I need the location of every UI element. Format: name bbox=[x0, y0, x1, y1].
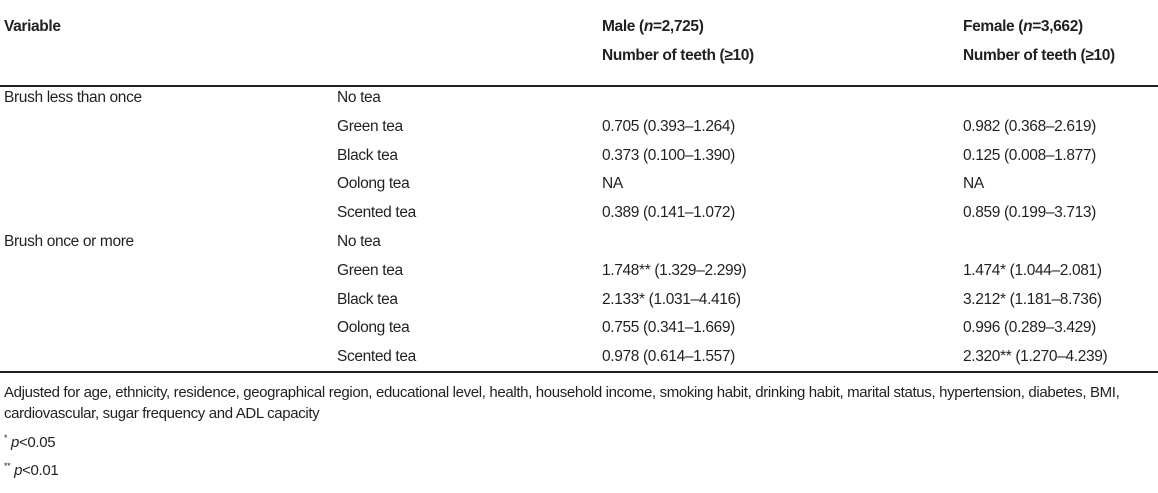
table-row: Oolong tea NA NA bbox=[0, 175, 1158, 204]
table-row: Brush less than once No tea bbox=[0, 89, 1158, 118]
row-tea-type: Oolong tea bbox=[337, 175, 410, 193]
table-row: Brush once or more No tea bbox=[0, 233, 1158, 262]
header-female-measure: Number of teeth (≥10) bbox=[963, 47, 1115, 64]
cell-male: 0.373 (0.100–1.390) bbox=[602, 146, 735, 164]
header-rule bbox=[0, 85, 1158, 87]
cell-male: 0.978 (0.614–1.557) bbox=[602, 348, 735, 366]
footer-rule bbox=[0, 371, 1158, 373]
header-male-measure: Number of teeth (≥10) bbox=[602, 47, 754, 64]
cell-male: 2.133* (1.031–4.416) bbox=[602, 290, 741, 308]
cell-male: NA bbox=[602, 175, 623, 193]
cell-male: 0.755 (0.341–1.669) bbox=[602, 319, 735, 337]
footnote-mark: ** bbox=[4, 461, 11, 471]
cell-male: 0.705 (0.393–1.264) bbox=[602, 117, 735, 135]
p-label: p bbox=[10, 434, 19, 451]
row-tea-type: No tea bbox=[337, 89, 381, 106]
table-row: Green tea 1.748** (1.329–2.299) 1.474* (1.… bbox=[0, 262, 1158, 291]
row-tea-type: Green tea bbox=[337, 117, 403, 135]
male-n-label: n bbox=[643, 18, 653, 35]
male-n-value: =2,725) bbox=[652, 18, 704, 35]
table-row: Scented tea 0.978 (0.614–1.557) 2.320** (1… bbox=[0, 348, 1158, 377]
table-row: Green tea 0.705 (0.393–1.264) 0.982 (0.368… bbox=[0, 118, 1158, 147]
row-tea-type: Green tea bbox=[337, 261, 403, 279]
table-row: Scented tea 0.389 (0.141–1.072) 0.859 (0.1… bbox=[0, 204, 1158, 233]
row-tea-type: Oolong tea bbox=[337, 319, 410, 337]
cell-male: 1.748** (1.329–2.299) bbox=[602, 261, 747, 279]
cell-female: 3.212* (1.181–8.736) bbox=[963, 290, 1102, 308]
cell-female: 2.320** (1.270–4.239) bbox=[963, 348, 1108, 366]
row-tea-type: Scented tea bbox=[337, 204, 416, 222]
p-threshold: <0.05 bbox=[18, 434, 56, 451]
cell-female: 0.125 (0.008–1.877) bbox=[963, 146, 1096, 164]
table-row: Black tea 2.133* (1.031–4.416) 3.212* (1.1… bbox=[0, 291, 1158, 320]
footnote-p005: * p<0.05 bbox=[4, 428, 56, 453]
male-group-label: Male ( bbox=[602, 18, 644, 35]
table-row: Black tea 0.373 (0.100–1.390) 0.125 (0.008… bbox=[0, 147, 1158, 176]
p-label: p bbox=[14, 462, 23, 479]
cell-female: NA bbox=[963, 175, 984, 193]
footnote-p001: ** p<0.01 bbox=[4, 456, 59, 481]
cell-female: 0.859 (0.199–3.713) bbox=[963, 204, 1096, 222]
female-group-label: Female ( bbox=[963, 18, 1024, 35]
table-row: Oolong tea 0.755 (0.341–1.669) 0.996 (0.28… bbox=[0, 319, 1158, 348]
cell-male: 0.389 (0.141–1.072) bbox=[602, 204, 735, 222]
cell-female: 1.474* (1.044–2.081) bbox=[963, 261, 1102, 279]
row-tea-type: No tea bbox=[337, 233, 381, 250]
p-threshold: <0.01 bbox=[22, 462, 59, 479]
female-n-label: n bbox=[1023, 18, 1033, 35]
header-variable: Variable bbox=[4, 18, 61, 35]
row-group: Brush once or more bbox=[4, 233, 134, 250]
row-tea-type: Black tea bbox=[337, 146, 398, 164]
female-n-value: =3,662) bbox=[1032, 18, 1083, 35]
cell-female: 0.982 (0.368–2.619) bbox=[963, 117, 1096, 135]
footnote-adjusted: Adjusted for age, ethnicity, residence, … bbox=[4, 384, 1120, 422]
footnote-mark: * bbox=[4, 433, 8, 443]
row-tea-type: Black tea bbox=[337, 290, 398, 308]
cell-female: 0.996 (0.289–3.429) bbox=[963, 319, 1096, 337]
header-female: Female (n=3,662) bbox=[963, 18, 1083, 36]
row-tea-type: Scented tea bbox=[337, 348, 416, 366]
header-male: Male (n=2,725) bbox=[602, 18, 704, 36]
row-group: Brush less than once bbox=[4, 89, 142, 106]
